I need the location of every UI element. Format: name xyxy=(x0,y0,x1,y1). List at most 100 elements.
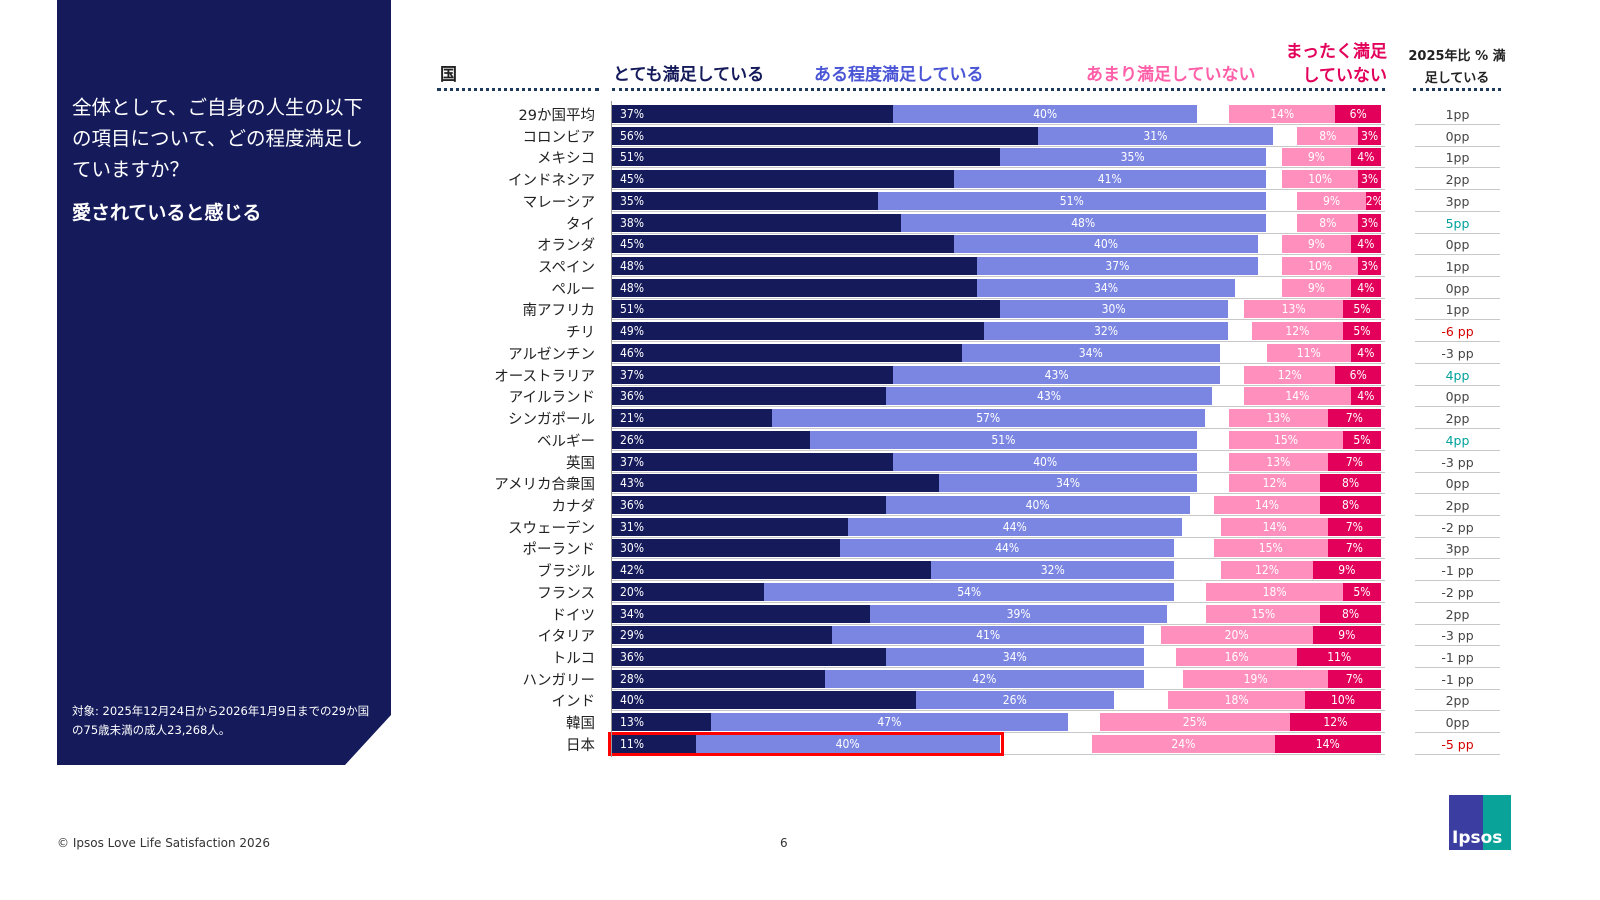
bar-segment: 12% xyxy=(1251,322,1343,341)
bar-segment: 15% xyxy=(1229,430,1343,449)
bar-segment: 57% xyxy=(771,409,1205,428)
country-label: 韓国 xyxy=(566,716,595,733)
header-somewhat: ある程度満足している xyxy=(814,65,984,85)
divider xyxy=(1413,88,1501,91)
change-value: 3pp xyxy=(1445,541,1470,557)
country-label: ブラジル xyxy=(537,564,595,581)
bar-segment: 21% xyxy=(612,409,772,428)
row-separator xyxy=(1415,189,1500,191)
bar-segment: 30% xyxy=(612,539,840,558)
bar-segment: 29% xyxy=(612,626,833,645)
bar-segment: 14% xyxy=(1244,387,1351,406)
bar-segment: 10% xyxy=(1282,170,1359,189)
bar-segment: 42% xyxy=(612,561,932,580)
bar-segment: 31% xyxy=(1037,126,1274,145)
bar-segment: 14% xyxy=(1229,105,1336,123)
bar-segment: 12% xyxy=(1221,561,1313,580)
page-number: 6 xyxy=(780,836,788,850)
bar-segment: 47% xyxy=(710,713,1068,732)
bar-segment: 2% xyxy=(1365,191,1383,210)
bar-segment: 34% xyxy=(938,474,1198,493)
row-separator xyxy=(612,319,1385,321)
bar-segment: 30% xyxy=(999,300,1228,319)
row-separator xyxy=(612,514,1385,516)
row-separator xyxy=(1415,688,1500,690)
bar-segment: 18% xyxy=(1206,582,1343,601)
bar-segment: 26% xyxy=(612,430,810,449)
country-label: 英国 xyxy=(566,455,595,472)
row-separator xyxy=(1415,276,1500,278)
bar-segment: 34% xyxy=(961,343,1220,362)
bar-segment: 34% xyxy=(976,278,1236,297)
row-separator xyxy=(612,667,1385,668)
bar-segment: 6% xyxy=(1335,105,1381,123)
row-separator xyxy=(1415,580,1500,582)
bar-segment: 48% xyxy=(612,257,977,276)
row-separator xyxy=(612,558,1385,560)
change-value: 0pp xyxy=(1445,715,1470,731)
bar-segment: 16% xyxy=(1175,648,1298,666)
country-label: ハンガリー xyxy=(522,672,596,689)
divider xyxy=(612,88,1385,91)
country-label: アルゼンチン xyxy=(508,346,595,363)
country-label: スウェーデン xyxy=(508,520,595,537)
country-label: マレーシア xyxy=(522,194,595,211)
bar-segment: 9% xyxy=(1312,626,1381,645)
bar-segment: 7% xyxy=(1327,669,1381,688)
bar-segment: 44% xyxy=(840,539,1175,558)
bar-segment: 15% xyxy=(1213,539,1328,558)
bar-segment: 48% xyxy=(612,278,977,297)
row-separator xyxy=(612,210,1385,212)
bar-segment: 56% xyxy=(612,126,1038,145)
row-separator xyxy=(1415,710,1500,712)
bar-segment: 41% xyxy=(832,626,1144,645)
bar-segment: 40% xyxy=(893,105,1198,123)
row-separator xyxy=(612,189,1385,191)
bar-segment: 40% xyxy=(954,235,1258,254)
header-not-very: あまり満足していない xyxy=(1086,65,1256,85)
bar-segment: 14% xyxy=(1221,517,1328,536)
bar-segment: 51% xyxy=(612,148,1000,167)
row-separator xyxy=(1415,254,1500,256)
bar-segment: 10% xyxy=(1282,257,1359,276)
row-separator xyxy=(1415,167,1500,169)
bar-segment: 49% xyxy=(612,322,985,341)
row-separator xyxy=(1415,362,1500,364)
row-separator xyxy=(1415,753,1500,755)
row-separator xyxy=(612,254,1385,256)
bar-segment: 48% xyxy=(900,213,1266,232)
bar-segment: 45% xyxy=(612,235,954,254)
bar-segment: 11% xyxy=(1297,648,1381,666)
bar-segment: 51% xyxy=(809,430,1198,449)
bar-segment: 5% xyxy=(1343,582,1381,601)
row-separator xyxy=(612,645,1385,647)
bar-segment: 39% xyxy=(870,604,1167,623)
country-label: ポーランド xyxy=(522,542,596,559)
row-separator xyxy=(1415,601,1500,603)
bar-segment: 42% xyxy=(824,669,1144,688)
row-separator xyxy=(612,232,1385,234)
country-label: オランダ xyxy=(537,238,595,255)
row-separator xyxy=(612,341,1385,343)
bar-segment: 6% xyxy=(1335,365,1381,384)
header-very: とても満足している xyxy=(613,65,765,85)
row-separator xyxy=(612,601,1385,603)
bar-segment: 20% xyxy=(612,582,764,601)
bar-segment: 9% xyxy=(1297,191,1366,210)
bar-segment: 3% xyxy=(1358,126,1381,145)
change-value: 1pp xyxy=(1445,150,1470,166)
country-label: メキシコ xyxy=(537,151,595,168)
bar-segment: 12% xyxy=(1244,365,1336,384)
bar-segment: 24% xyxy=(1092,734,1275,753)
bar-segment: 8% xyxy=(1320,495,1381,514)
row-separator xyxy=(1415,536,1500,538)
change-value: -2 pp xyxy=(1441,519,1474,535)
row-separator xyxy=(1415,449,1500,451)
copyright: © Ipsos Love Life Satisfaction 2026 xyxy=(57,836,270,850)
bar-segment: 12% xyxy=(1229,474,1321,493)
row-separator xyxy=(1415,558,1500,560)
change-value: 0pp xyxy=(1445,389,1470,405)
country-label: タイ xyxy=(566,216,595,233)
row-separator xyxy=(1415,124,1500,125)
country-label: アイルランド xyxy=(508,390,595,407)
